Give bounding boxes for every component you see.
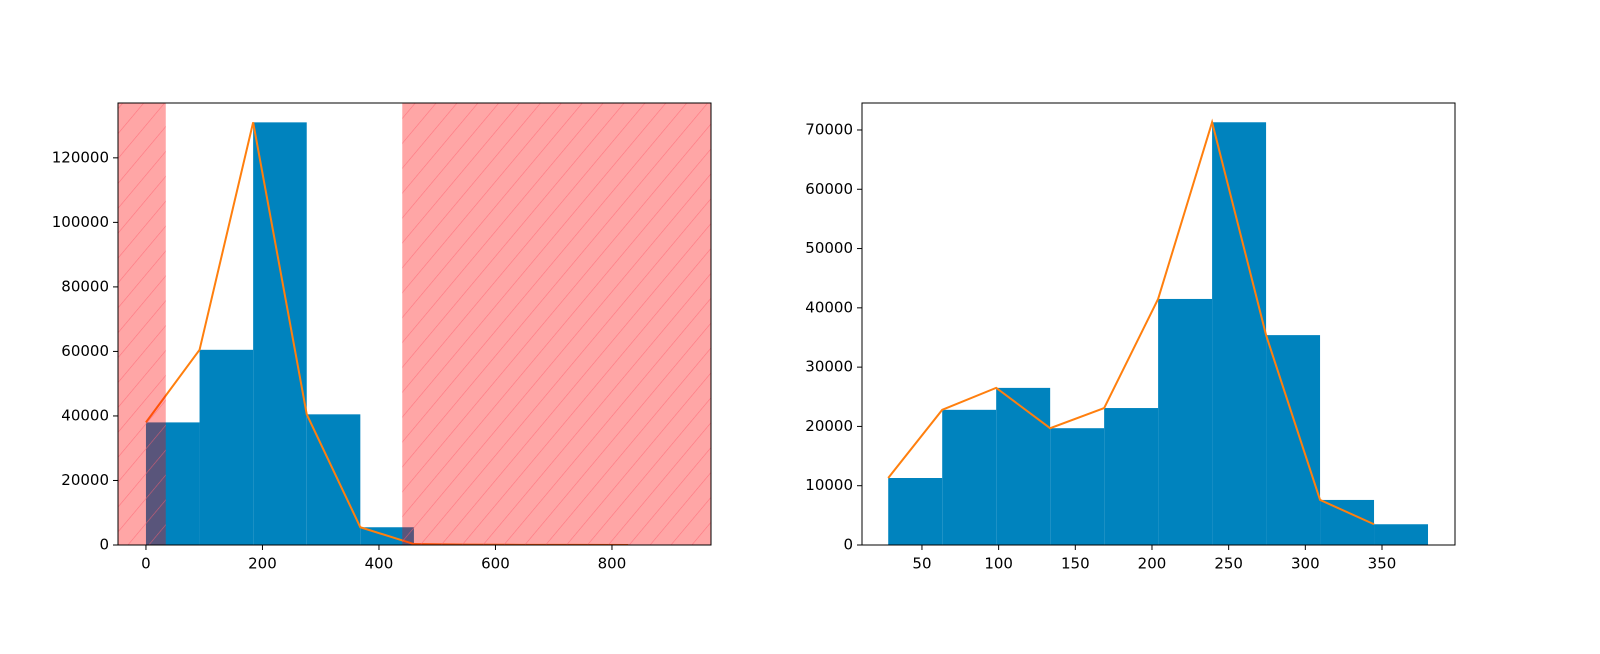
bar <box>1320 499 1375 545</box>
bar <box>888 478 943 545</box>
y-tick-label: 20000 <box>61 471 109 489</box>
span-hatch <box>118 103 166 545</box>
x-tick-label: 250 <box>1214 555 1243 573</box>
x-tick-label: 200 <box>1138 555 1167 573</box>
y-tick-label: 0 <box>843 536 853 554</box>
bar <box>1212 122 1267 545</box>
x-tick-label: 50 <box>912 555 931 573</box>
span-hatch <box>402 103 711 545</box>
y-tick-label: 10000 <box>805 476 853 494</box>
y-tick-label: 30000 <box>805 358 853 376</box>
y-tick-label: 40000 <box>805 298 853 316</box>
x-tick-label: 800 <box>598 555 627 573</box>
y-tick-label: 40000 <box>61 406 109 424</box>
y-tick-label: 70000 <box>805 120 853 138</box>
axes-frame <box>117 102 712 546</box>
y-tick-label: 60000 <box>805 180 853 198</box>
bar <box>996 387 1051 545</box>
bar <box>1104 408 1159 545</box>
y-tick-label: 60000 <box>61 342 109 360</box>
x-tick-label: 600 <box>481 555 510 573</box>
bar <box>199 349 254 545</box>
bar <box>1266 335 1321 545</box>
y-tick-label: 50000 <box>805 239 853 257</box>
bar <box>253 122 307 545</box>
axes-frame <box>861 102 1456 546</box>
y-tick-label: 80000 <box>61 277 109 295</box>
bar <box>1374 524 1429 545</box>
plot-area <box>118 103 711 545</box>
x-tick-label: 0 <box>141 555 151 573</box>
bar <box>306 414 361 545</box>
x-tick-label: 150 <box>1061 555 1090 573</box>
x-tick-label: 350 <box>1368 555 1397 573</box>
y-tick-label: 120000 <box>52 148 109 166</box>
x-tick-label: 400 <box>365 555 394 573</box>
x-tick-label: 100 <box>984 555 1013 573</box>
bar <box>1050 428 1105 545</box>
y-tick-label: 100000 <box>52 213 109 231</box>
plot-area <box>887 118 1429 545</box>
bar <box>942 409 997 545</box>
y-tick-label: 0 <box>99 536 109 554</box>
frequency-line <box>887 118 1375 526</box>
x-tick-label: 300 <box>1291 555 1320 573</box>
x-tick-label: 200 <box>248 555 277 573</box>
bar <box>1158 298 1213 545</box>
y-tick-label: 20000 <box>805 417 853 435</box>
